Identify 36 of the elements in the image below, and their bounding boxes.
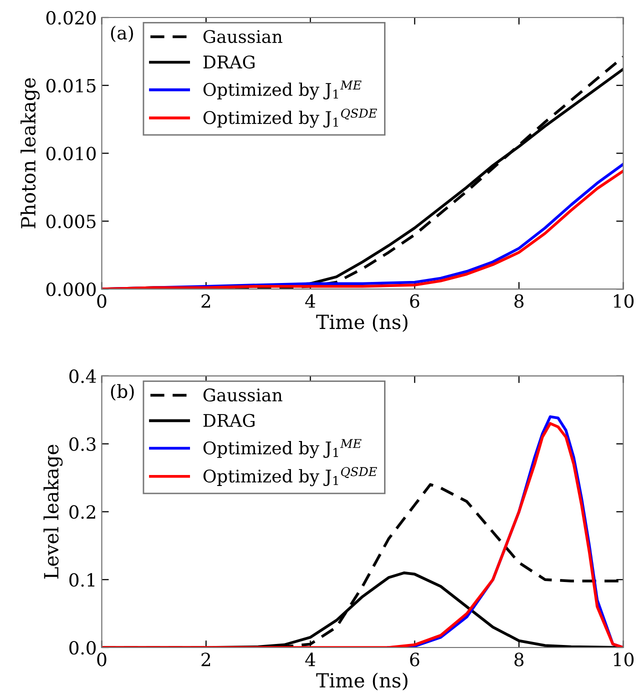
y-tick-label: 0.3: [69, 437, 96, 451]
x-tick-label: 0: [97, 652, 106, 666]
x-tick-label: 6: [410, 294, 420, 308]
annotation: (a): [111, 26, 134, 42]
annotation: (b): [111, 384, 134, 401]
legend-label: Optimized by J$_{1}$$^{ME}$: [203, 439, 362, 458]
x-tick-label: 0: [97, 294, 106, 308]
x-tick-label: 2: [202, 294, 210, 308]
x-tick-label: 4: [305, 652, 316, 666]
x-tick-label: 2: [202, 652, 210, 666]
y-tick-label: 0.1: [69, 573, 94, 587]
y-axis-title: Level leakage: [44, 444, 63, 579]
x-tick-label: 10: [614, 652, 634, 666]
y-tick-label: 0.4: [69, 369, 96, 384]
x-tick-label: 10: [614, 294, 634, 308]
x-tick-label: 8: [514, 652, 524, 666]
x-axis-title: Time (ns): [316, 672, 408, 690]
legend-label: Optimized by J$_{1}$$^{ME}$: [203, 80, 362, 100]
legend-label: DRAG: [203, 414, 255, 428]
legend-label: Optimized by J$_{1}$$^{QSDE}$: [203, 108, 378, 128]
y-tick-label: 0.020: [46, 10, 96, 25]
x-tick-label: 6: [410, 652, 420, 666]
legend-label: Optimized by J$_{1}$$^{QSDE}$: [203, 467, 378, 486]
y-tick-label: 0.005: [46, 214, 96, 228]
y-tick-label: 0.000: [46, 282, 96, 296]
y-axis-title: Photon leakage: [20, 78, 40, 228]
legend-label: DRAG: [203, 55, 255, 69]
y-tick-label: 0.0: [69, 640, 96, 655]
y-tick-label: 0.015: [46, 78, 96, 93]
x-tick-label: 4: [305, 294, 316, 308]
x-axis-title: Time (ns): [316, 314, 408, 332]
y-tick-label: 0.010: [46, 146, 96, 160]
legend-label: Gaussian: [203, 30, 282, 44]
y-tick-label: 0.2: [69, 505, 96, 519]
legend-label: Gaussian: [203, 388, 282, 402]
x-tick-label: 8: [514, 294, 524, 308]
